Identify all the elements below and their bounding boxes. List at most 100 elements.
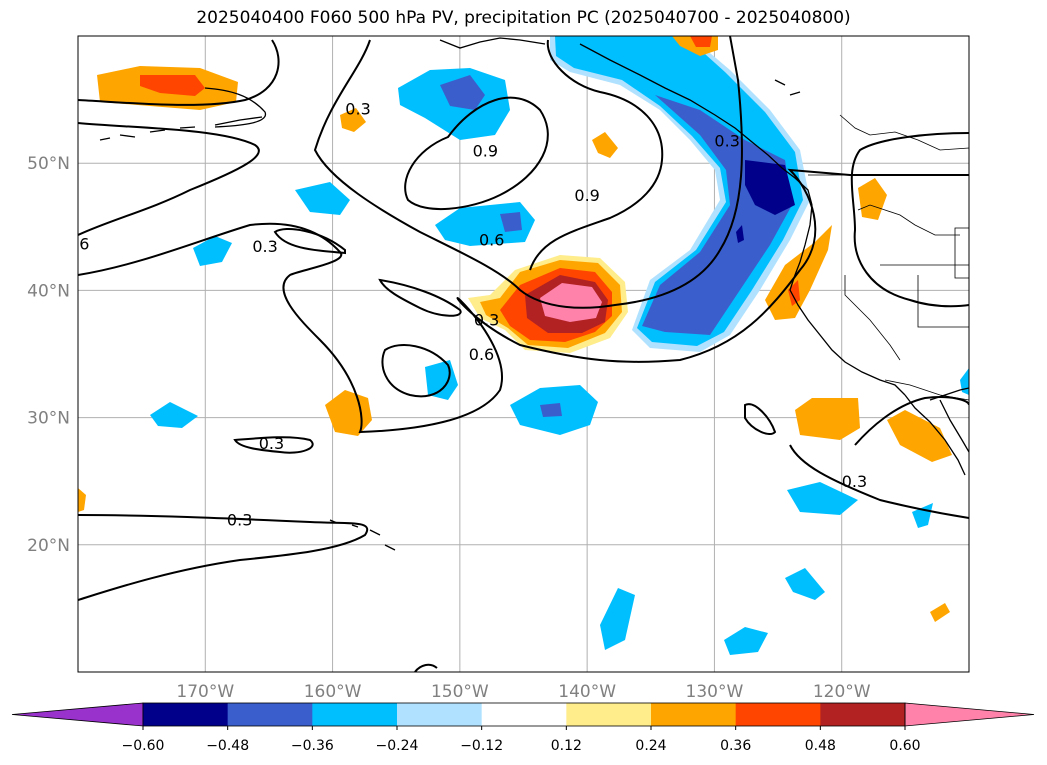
neg-blob-e5	[912, 503, 933, 528]
longitude-labels: 170°W 160°W 150°W 140°W 130°W 120°W	[176, 682, 870, 702]
colorbar-extend-low	[11, 702, 144, 727]
coast-islands	[774, 79, 801, 96]
colorbar-segment	[397, 703, 483, 726]
colorbar-tick-label: 0.60	[889, 738, 920, 754]
contour-label: 0.9	[574, 186, 599, 205]
pv-contour-0.3-e	[850, 132, 969, 308]
coast-westcoast	[789, 204, 906, 396]
pos-blob-baja	[887, 410, 952, 462]
colorbar-segment	[143, 703, 229, 726]
contour-label: 0.3	[227, 510, 252, 529]
neg-band-strong	[642, 95, 792, 335]
pos-blob-edge	[78, 488, 86, 512]
contour-labels: 0.3 0.9 0.9 0.6 0.3 0.3 0.6 0.3 0.3 0.3 0.3 6	[79, 100, 867, 530]
contour-label: 0.6	[479, 231, 504, 250]
neg-blob-e3	[724, 627, 768, 655]
colorbar: −0.60 −0.48 −0.36 −0.24 −0.12 0.12 0.24 0.36 0.4…	[11, 702, 1035, 754]
border-states-1	[857, 204, 960, 236]
contour-label: 0.6	[469, 345, 494, 364]
pv-contour-0.3-main	[78, 39, 280, 106]
pv-contour-0.3-big	[78, 168, 969, 434]
map-background	[78, 36, 969, 672]
colorbar-tick-label: 0.12	[551, 738, 582, 754]
coast-alaska	[204, 37, 546, 128]
coast-aleutians	[99, 126, 196, 141]
contour-label: 0.9	[473, 141, 498, 160]
pos-blob-e1	[795, 398, 860, 440]
pv-contour-0.9-long	[529, 39, 664, 271]
political-borders	[808, 114, 969, 401]
colorbar-segment	[651, 703, 737, 726]
colorbar-extend-high	[904, 702, 1035, 727]
colorbar-segment	[820, 703, 906, 726]
coastlines	[99, 37, 969, 551]
contour-label: 0.3	[842, 472, 867, 491]
lon-tick-label: 120°W	[813, 682, 871, 702]
coast-bc-alaska	[579, 43, 813, 206]
pv-contour-bottom	[414, 663, 438, 672]
colorbar-tick-label: −0.60	[122, 738, 165, 754]
pv-contour-0.3-baja	[854, 396, 969, 446]
colorbar-segment	[227, 703, 313, 726]
colorbar-tick-label: 0.48	[805, 738, 836, 754]
colorbar-frame	[142, 702, 906, 727]
neg-blob-e1	[787, 482, 858, 515]
colorbar-tick-label: 0.36	[720, 738, 751, 754]
pv-contour-0.3-s	[78, 514, 368, 601]
neg-blob-w1	[295, 182, 350, 215]
pos-blob-small1	[340, 108, 366, 132]
pos-blob-e3	[788, 280, 800, 306]
colorbar-segment	[312, 703, 398, 726]
pos-blob-pink	[540, 283, 602, 322]
colorbar-tick-label: −0.12	[460, 738, 503, 754]
pv-contour-0.3-blob	[273, 228, 346, 255]
border-states-4	[884, 379, 969, 401]
border-states-3	[917, 275, 969, 328]
lon-tick-label: 130°W	[686, 682, 744, 702]
lon-tick-label: 150°W	[431, 682, 489, 702]
pv-contour-0.3-nw	[78, 122, 260, 236]
coast-baja	[904, 394, 969, 476]
pos-blob-small3	[930, 603, 950, 622]
lat-tick-label: 20°N	[27, 536, 70, 556]
colorbar-segment	[566, 703, 652, 726]
coast-mexico	[929, 387, 969, 401]
pos-blob-e4	[858, 178, 887, 220]
colorbar-tick-label: 0.24	[635, 738, 666, 754]
colorbar-tick-label: −0.36	[291, 738, 334, 754]
contour-label: 0.3	[345, 100, 370, 119]
border-canada-1	[839, 114, 969, 151]
pv-contour-0.3-se	[744, 403, 777, 436]
map-frame	[77, 35, 970, 673]
neg-blob-gulf-alaska-core	[440, 75, 485, 110]
map-title: 2025040400 F060 500 hPa PV, precipitatio…	[196, 8, 851, 28]
colorbar-segment	[735, 703, 821, 726]
pv-contour-0.3-mid	[233, 436, 314, 454]
neg-band-core-small	[736, 225, 744, 243]
colorbar-segment	[481, 703, 567, 726]
pv-contour-0.6-outer	[313, 36, 744, 309]
contour-label: 6	[79, 234, 89, 253]
latitude-labels: 50°N 40°N 30°N 20°N	[27, 154, 70, 556]
pv-contour-0.9-ring	[404, 96, 549, 210]
lon-tick-label: 170°W	[176, 682, 234, 702]
pos-blob-w	[325, 390, 372, 436]
neg-blob-south-core	[540, 403, 562, 417]
contour-label: 0.3	[252, 237, 277, 256]
lon-tick-label: 160°W	[304, 682, 362, 702]
neg-band-core	[745, 160, 795, 215]
contour-label: 0.3	[714, 131, 739, 150]
lat-tick-label: 50°N	[27, 154, 70, 174]
pv-contour-0.3-se2	[789, 444, 969, 519]
neg-blob-mid-core	[500, 212, 522, 232]
pv-contours	[78, 36, 969, 672]
pv-contour-0.6-inner	[381, 344, 451, 398]
lon-tick-label: 140°W	[558, 682, 616, 702]
colorbar-tick-label: −0.24	[376, 738, 419, 754]
border-box	[954, 227, 969, 279]
neg-blob-e2	[785, 568, 825, 600]
contour-label: 0.3	[259, 434, 284, 453]
neg-blob-e4	[600, 588, 635, 650]
contour-label: 0.3	[474, 311, 499, 330]
